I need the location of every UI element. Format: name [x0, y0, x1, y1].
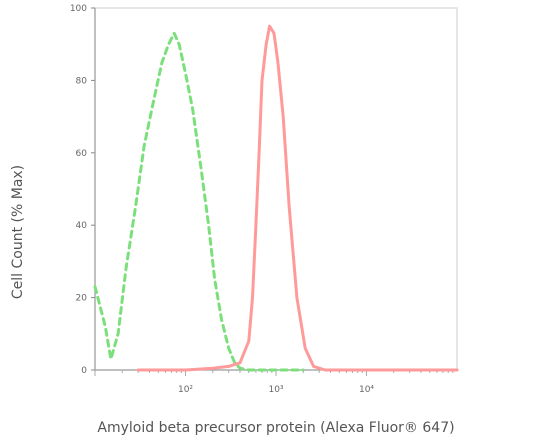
- series-2-line: [136, 24, 459, 372]
- x-tick-label: 10²: [178, 385, 193, 395]
- x-tick-label: 10⁴: [359, 385, 374, 395]
- y-tick-label: 40: [76, 221, 88, 231]
- y-axis-title: Cell Count (% Max): [10, 165, 26, 299]
- y-tick-label: 0: [81, 366, 87, 376]
- plot-frame: [94, 7, 458, 371]
- y-tick-label: 20: [76, 294, 88, 304]
- series-1-line: [93, 31, 305, 372]
- y-tick-label: 100: [70, 4, 87, 14]
- y-tick-label: 80: [76, 76, 88, 86]
- x-tick-label: 10³: [268, 385, 283, 395]
- x-axis-title: Amyloid beta precursor protein (Alexa Fl…: [97, 420, 454, 436]
- series-layer: [93, 24, 459, 372]
- y-tick-label: 60: [76, 149, 88, 159]
